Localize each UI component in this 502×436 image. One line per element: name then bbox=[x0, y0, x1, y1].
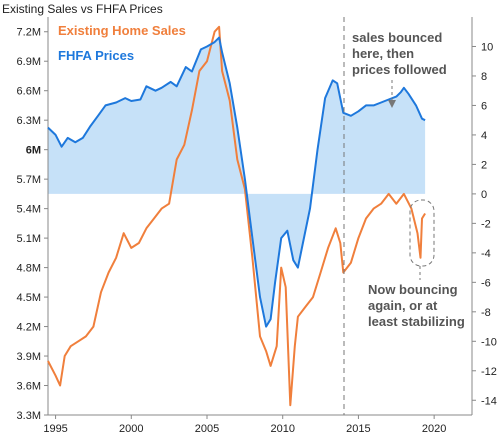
legend: Existing Home Sales FHFA Prices bbox=[58, 23, 186, 63]
x-tick-label: 2010 bbox=[270, 423, 294, 435]
y-right-tick-label: 10 bbox=[481, 41, 493, 53]
x-tick-label: 2020 bbox=[422, 423, 446, 435]
legend-fhfa-prices: FHFA Prices bbox=[58, 48, 134, 63]
y-right-tick-label: -10 bbox=[481, 336, 497, 348]
y-left-tick-label: 6.3M bbox=[17, 115, 41, 127]
annotation-top-line-2: here, then bbox=[352, 46, 414, 61]
annotations-layer: sales bounced here, then prices followed… bbox=[343, 17, 465, 415]
y-left-tick-label: 3.9M bbox=[17, 351, 41, 363]
x-tick-label: 2005 bbox=[195, 423, 219, 435]
y-left-tick-label: 5.1M bbox=[17, 233, 41, 245]
y-right-tick-label: -12 bbox=[481, 366, 497, 378]
y-left-tick-label: 3.3M bbox=[17, 410, 41, 422]
annotation-bottom-line-1: Now bouncing bbox=[368, 282, 458, 297]
y-right-tick-label: 2 bbox=[481, 159, 487, 171]
y-left-tick-label: 6.9M bbox=[17, 56, 41, 68]
annotation-top-line-1: sales bounced bbox=[352, 30, 442, 45]
annotation-highlight-oval bbox=[409, 199, 435, 267]
y-left-tick-label: 4.5M bbox=[17, 292, 41, 304]
x-tick-label: 1995 bbox=[43, 423, 67, 435]
annotation-top-arrowhead bbox=[388, 100, 396, 108]
y-right-tick-label: 4 bbox=[481, 130, 487, 142]
y-right-tick-label: -4 bbox=[481, 248, 491, 260]
y-right-tick-label: -6 bbox=[481, 277, 491, 289]
y-right-tick-label: 8 bbox=[481, 71, 487, 83]
y-right-tick-label: 0 bbox=[481, 189, 487, 201]
fhfa-prices-line bbox=[47, 36, 426, 328]
y-right-tick-label: -8 bbox=[481, 307, 491, 319]
annotation-bottom-line-3: least stabilizing bbox=[368, 314, 465, 329]
x-tick-label: 2000 bbox=[119, 423, 143, 435]
y-left-tick-label: 5.4M bbox=[17, 204, 41, 216]
fhfa-area-layer bbox=[48, 37, 426, 327]
y-left-tick-label: 5.7M bbox=[17, 174, 41, 186]
series-layer bbox=[47, 25, 426, 407]
y-left-tick-label: 6.6M bbox=[17, 86, 41, 98]
axes-layer: 3.3M 3.6M 3.9M 4.2M 4.5M 4.8M 5.1M 5.4M 5.7M 6M 6.… bbox=[17, 17, 497, 435]
legend-existing-home-sales: Existing Home Sales bbox=[58, 23, 186, 38]
y-left-tick-label: 3.6M bbox=[17, 381, 41, 393]
existing-home-sales-line bbox=[47, 25, 426, 407]
y-left-tick-label: 4.8M bbox=[17, 263, 41, 275]
y-left-tick-label: 7.2M bbox=[17, 27, 41, 39]
y-right-tick-label: -14 bbox=[481, 395, 497, 407]
y-right-tick-label: 6 bbox=[481, 100, 487, 112]
y-left-tick-label: 4.2M bbox=[17, 322, 41, 334]
y-right-tick-label: -2 bbox=[481, 218, 491, 230]
annotation-bottom-line-2: again, or at bbox=[368, 298, 438, 313]
annotation-top-line-3: prices followed bbox=[352, 62, 447, 77]
y-left-tick-label: 6M bbox=[26, 145, 41, 157]
chart-title: Existing Sales vs FHFA Prices bbox=[2, 2, 163, 16]
fhfa-area-fill bbox=[48, 37, 426, 327]
x-tick-label: 2015 bbox=[346, 423, 370, 435]
